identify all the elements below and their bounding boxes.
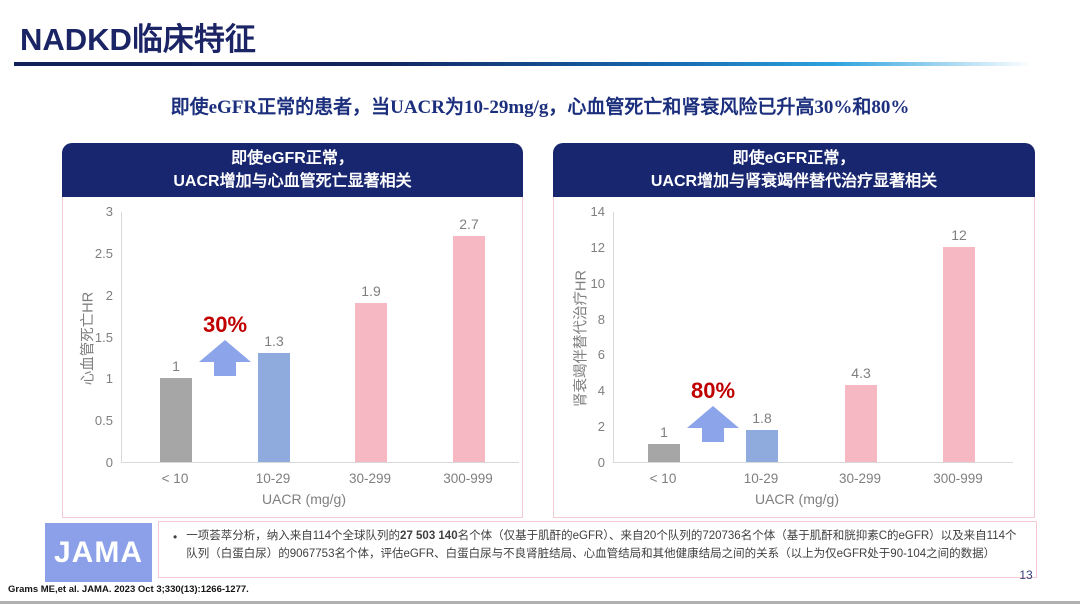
y-tick-label: 3: [105, 204, 113, 219]
y-tick-label: 4: [597, 383, 605, 399]
y-tick-label: 0.5: [94, 413, 113, 429]
bar-value-label: 4.3: [851, 364, 871, 381]
footnote-text-part1: 一项荟萃分析，纳入来自114个全球队列的: [186, 530, 401, 542]
y-tick-label: 14: [590, 204, 605, 219]
y-tick-label: 1: [105, 371, 113, 387]
chart-title-line1: 即使eGFR正常，: [732, 149, 856, 167]
bar-value-label: 2.7: [459, 216, 479, 233]
up-arrow-icon: [199, 340, 251, 376]
subtitle: 即使eGFR正常的患者，当UACR为10-29mg/g，心血管死亡和肾衰风险已升…: [170, 97, 910, 118]
plot-area: 1 1.8 4.3 12 80%: [613, 212, 1013, 463]
footnote-box: • 一项荟萃分析，纳入来自114个全球队列的27 503 140名个体（仅基于肌…: [158, 521, 1037, 578]
x-tick-label: 300-999: [443, 471, 493, 486]
y-tick-label: 2.5: [94, 245, 113, 261]
up-arrow-icon: [687, 406, 739, 442]
bar-300-999: [943, 246, 975, 462]
x-tick-label: < 10: [161, 471, 189, 486]
footnote-text-bold-count: 27 503 140: [400, 530, 458, 542]
bar-value-label: 12: [951, 226, 967, 243]
bar-value-label: 1: [172, 358, 180, 375]
chart-panel-cv-death: 即使eGFR正常， UACR增加与心血管死亡显著相关 心血管死亡HR 0 0.5 1 1…: [62, 143, 523, 518]
title-underline: [14, 62, 1064, 66]
bar-30-299: [355, 303, 387, 462]
page-number: 13: [1019, 568, 1033, 582]
up-arrow-head: [687, 406, 739, 428]
chart-panel-cv-death-header: 即使eGFR正常， UACR增加与心血管死亡显著相关: [62, 143, 523, 197]
page-title: NADKD临床特征: [20, 22, 256, 57]
up-arrow-stem: [214, 362, 236, 376]
bar-< 10: [648, 444, 680, 462]
bar-value-label: 1.8: [752, 409, 772, 426]
bar-300-999: [453, 236, 485, 462]
x-axis-label: UACR (mg/g): [754, 491, 839, 507]
chart-panel-kidney-failure: 即使eGFR正常， UACR增加与肾衰竭伴替代治疗显著相关 肾衰竭伴替代治疗HR…: [553, 143, 1035, 518]
chart-title-line2: UACR增加与肾衰竭伴替代治疗显著相关: [650, 173, 938, 190]
y-tick-label: 0: [105, 455, 113, 470]
y-tick-label: 12: [590, 239, 605, 255]
bar-10-29: [258, 353, 290, 462]
increase-annotation: 30%: [202, 312, 248, 337]
plot-area: 1 1.3 1.9 2.7 30%: [121, 212, 519, 463]
citation: Grams ME,et al. JAMA. 2023 Oct 3;330(13)…: [8, 584, 249, 595]
bar-10-29: [746, 429, 778, 462]
jama-logo: JAMA: [45, 523, 152, 582]
bar-value-label: 1: [660, 424, 668, 441]
x-tick-label: 10-29: [255, 471, 291, 486]
bar-30-299: [845, 384, 877, 462]
up-arrow-head: [199, 340, 251, 362]
x-tick-label: 300-999: [933, 471, 983, 486]
x-axis-label: UACR (mg/g): [261, 491, 346, 507]
chart-title-line2: UACR增加与心血管死亡显著相关: [173, 173, 412, 190]
y-tick-label: 2: [597, 419, 605, 435]
y-tick-label: 8: [597, 311, 605, 327]
bar-value-label: 1.9: [361, 283, 381, 300]
bar-chart-cv-death: 心血管死亡HR 0 0.5 1 1.5 2 2.5 3 1 1.3 1.9 2.7 30% < 10 10-…: [62, 197, 523, 518]
y-tick-label: 0: [597, 455, 605, 470]
y-tick-label: 1.5: [94, 329, 113, 345]
x-tick-label: 10-29: [743, 471, 779, 486]
x-tick-label: 30-299: [348, 471, 392, 486]
x-tick-label: 30-299: [838, 471, 882, 486]
bar-chart-kidney-failure: 肾衰竭伴替代治疗HR 0 2 4 6 8 10 12 14 1 1.8 4.3 12 80% < 10 10-…: [553, 197, 1035, 518]
x-tick-label: < 10: [649, 471, 677, 486]
footnote-text: 一项荟萃分析，纳入来自114个全球队列的27 503 140名个体（仅基于肌酐的…: [186, 528, 1026, 577]
y-tick-label: 2: [105, 287, 113, 303]
chart-panel-kidney-failure-header: 即使eGFR正常， UACR增加与肾衰竭伴替代治疗显著相关: [553, 143, 1035, 197]
bar-< 10: [160, 378, 192, 462]
up-arrow-stem: [702, 428, 724, 442]
bottom-edge: [0, 601, 1080, 604]
y-tick-label: 10: [590, 275, 605, 291]
footnote-text-part2: 名个体（仅基于肌酐的eGFR）、来自20个队列的720736名个体（基于肌酐和胱…: [186, 530, 1017, 560]
footnote-bullet: •: [173, 530, 178, 544]
increase-annotation: 80%: [690, 378, 736, 403]
y-tick-label: 6: [597, 347, 605, 363]
chart-title-line1: 即使eGFR正常，: [231, 149, 354, 167]
bar-value-label: 1.3: [264, 333, 284, 350]
